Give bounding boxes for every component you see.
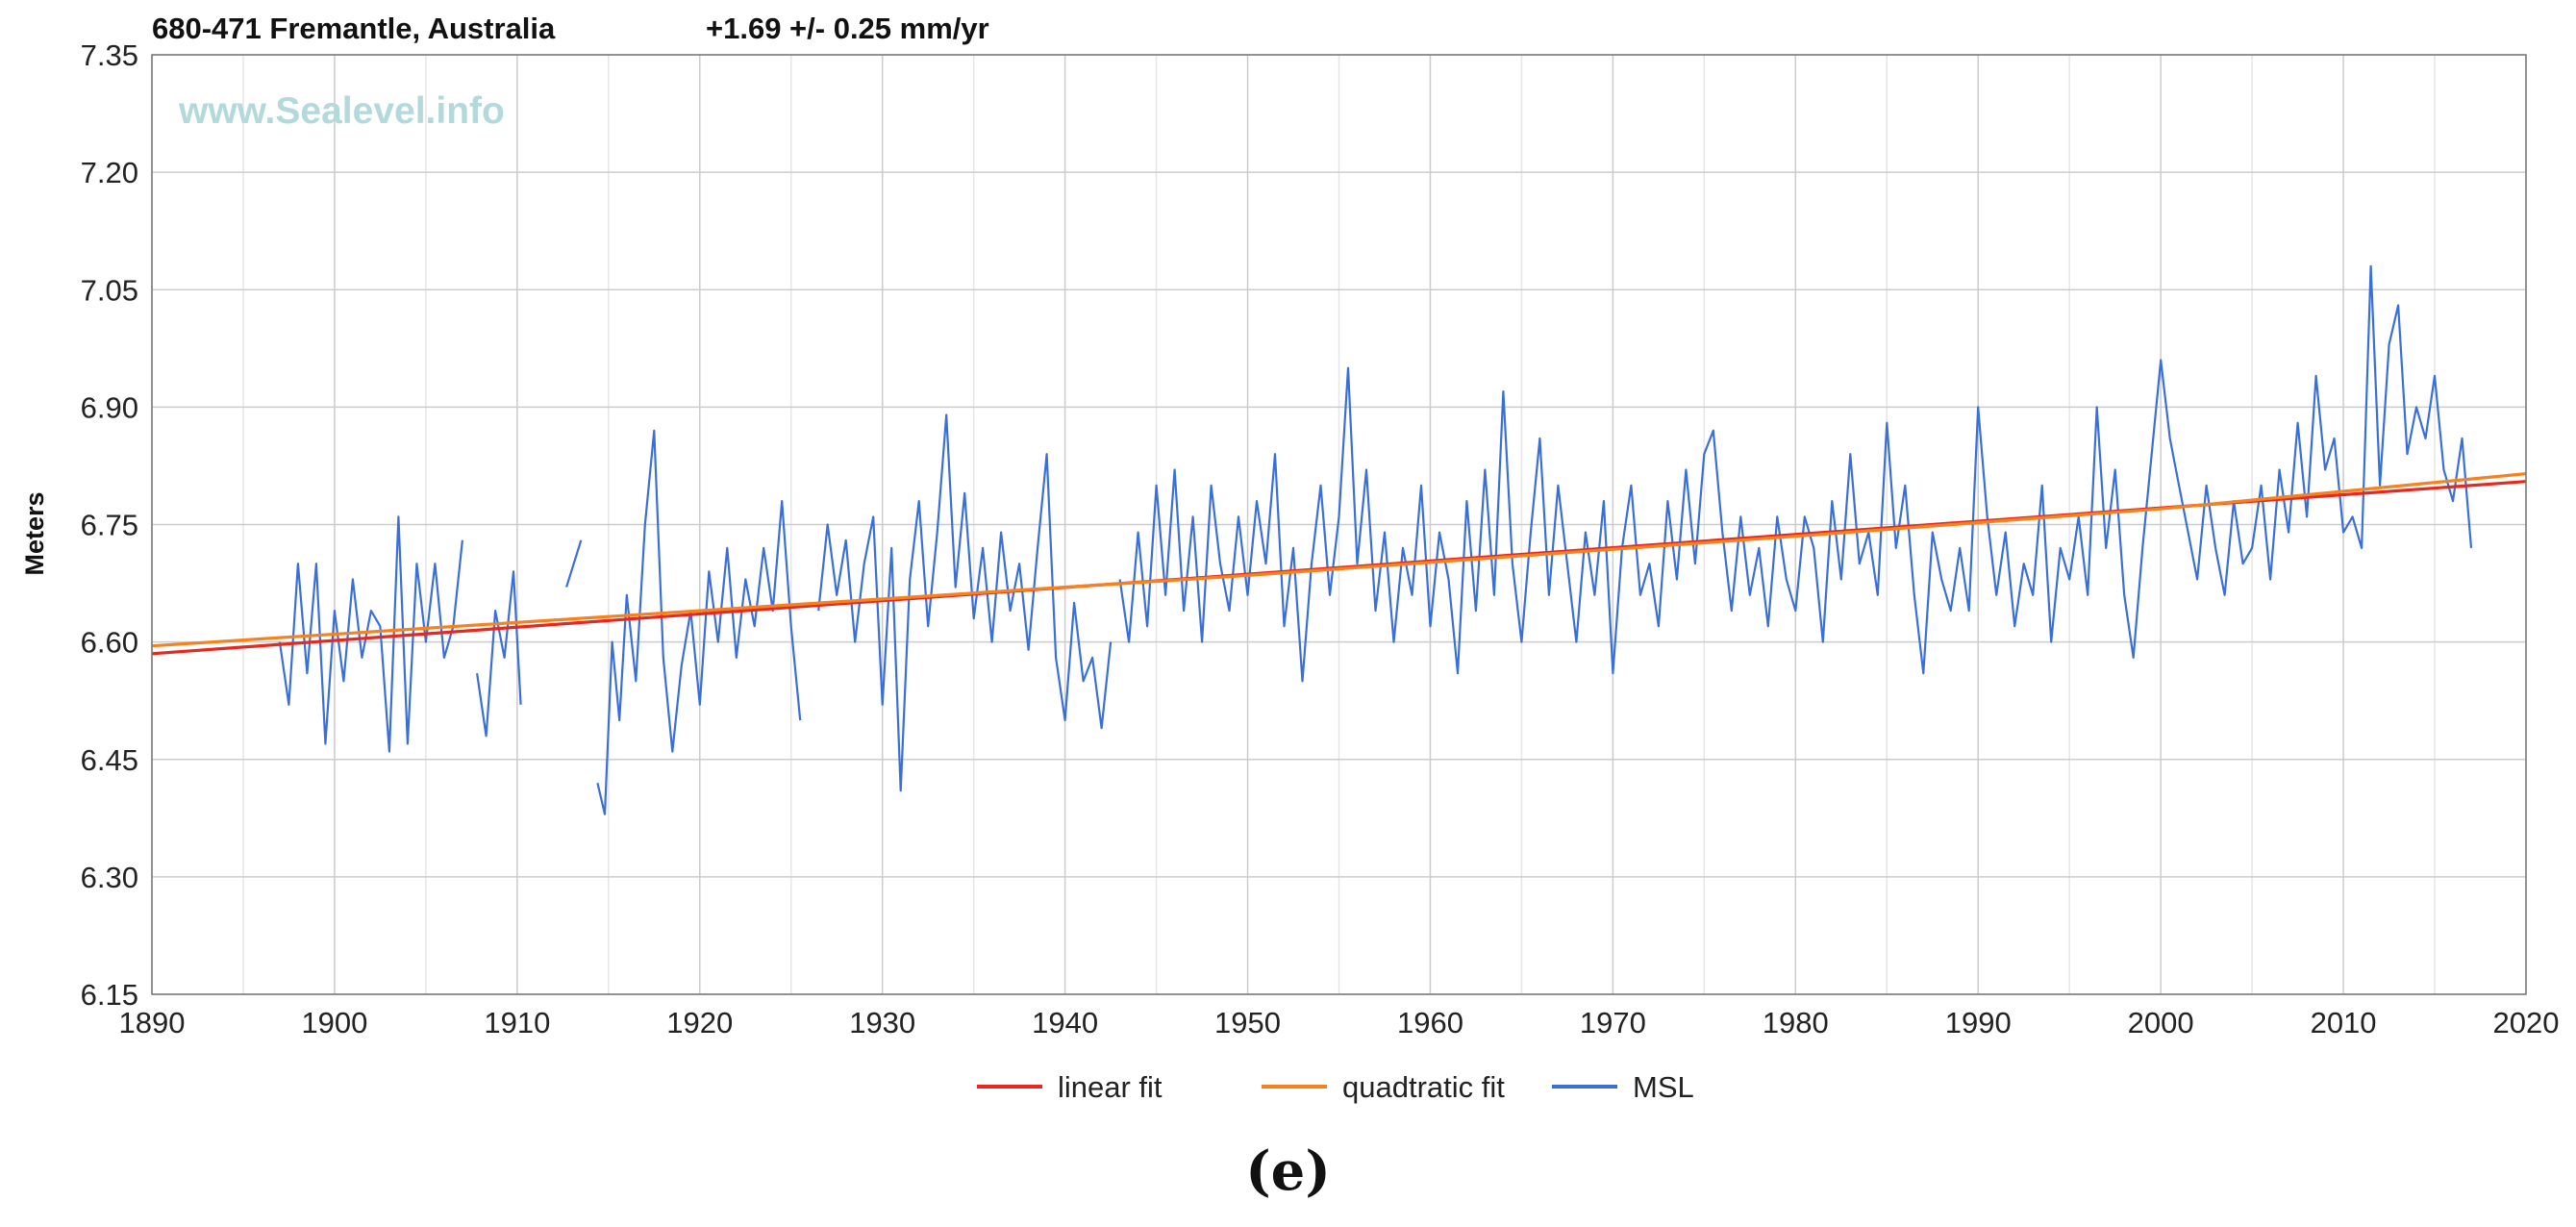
series-line-msl — [596, 429, 802, 815]
y-tick-label: 7.20 — [81, 156, 138, 189]
plot-series — [151, 264, 2527, 815]
x-tick-label: 1920 — [666, 1006, 733, 1039]
x-tick-label: 1910 — [484, 1006, 550, 1039]
y-axis-label: Meters — [20, 491, 49, 575]
x-axis: 1890 1900 1910 1920 1930 1940 1950 1960 1970 1980… — [119, 1006, 2560, 1039]
series-line-quadtratic-fit — [151, 472, 2527, 648]
y-axis: 6.15 6.30 6.45 6.60 6.75 6.90 7.05 7.20 7.35 — [81, 38, 138, 1012]
plot-frame — [151, 54, 2527, 995]
y-tick-label: 6.45 — [81, 743, 138, 777]
y-tick-label: 6.15 — [81, 978, 138, 1012]
x-tick-label: 1890 — [119, 1006, 186, 1039]
y-tick-label: 7.05 — [81, 273, 138, 307]
x-tick-label: 1990 — [1945, 1006, 2012, 1039]
x-tick-label: 1900 — [301, 1006, 367, 1039]
x-tick-label: 2010 — [2311, 1006, 2377, 1039]
legend-label-msl: MSL — [1633, 1070, 1694, 1104]
figure-caption: (e) — [1245, 1139, 1331, 1203]
y-tick-label: 6.90 — [81, 390, 138, 424]
legend-label-linear-fit: linear fit — [1058, 1070, 1163, 1104]
legend-label-quadtratic-fit: quadtratic fit — [1342, 1070, 1505, 1104]
x-tick-label: 2000 — [2128, 1006, 2194, 1039]
series-line-msl — [565, 539, 583, 588]
x-tick-label: 2020 — [2493, 1006, 2560, 1039]
x-tick-label: 1960 — [1397, 1006, 1463, 1039]
series-line-msl — [817, 413, 1113, 792]
y-tick-label: 7.35 — [81, 38, 138, 72]
legend: linear fit quadtratic fit MSL — [977, 1070, 1694, 1104]
y-tick-label: 6.75 — [81, 509, 138, 542]
chart-title: 680-471 Fremantle, Australia — [152, 12, 556, 45]
x-tick-label: 1980 — [1763, 1006, 1829, 1039]
x-tick-label: 1950 — [1214, 1006, 1281, 1039]
y-tick-label: 6.30 — [81, 861, 138, 894]
series-line-msl — [476, 570, 522, 738]
watermark: www.Sealevel.info — [178, 90, 505, 132]
x-tick-label: 1970 — [1580, 1006, 1646, 1039]
x-tick-label: 1930 — [849, 1006, 915, 1039]
y-tick-label: 6.60 — [81, 626, 138, 660]
x-tick-label: 1940 — [1032, 1006, 1098, 1039]
series-line-msl — [1118, 264, 2473, 683]
trend-rate: +1.69 +/- 0.25 mm/yr — [706, 12, 989, 45]
